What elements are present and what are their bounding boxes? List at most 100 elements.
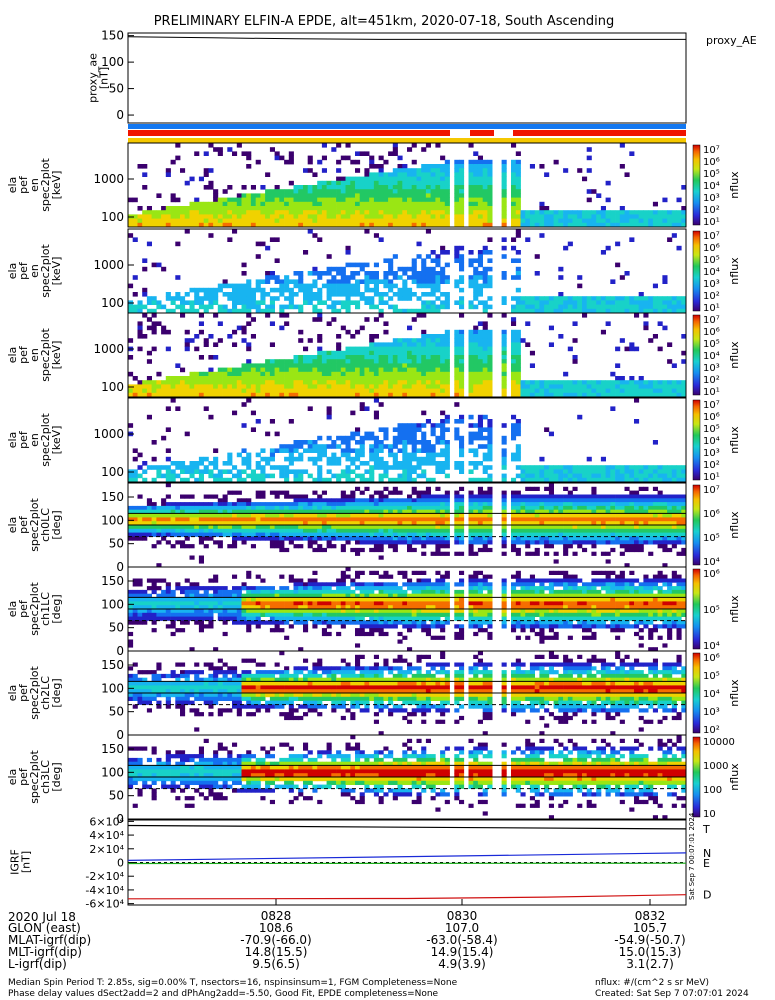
spectrogram-cell xyxy=(444,296,450,301)
spectrogram-cell xyxy=(511,384,517,389)
spectrogram-cell xyxy=(317,214,323,219)
spectrogram-cell xyxy=(217,222,223,228)
spectrogram-cell xyxy=(355,346,361,352)
spectrogram-cell xyxy=(411,189,417,194)
spectrogram-cell xyxy=(558,525,564,530)
spectrogram-cell xyxy=(544,521,550,526)
spectrogram-cell xyxy=(511,193,517,198)
spectrogram-cell xyxy=(596,308,602,314)
spectrogram-cell xyxy=(402,513,408,518)
spectrogram-cell xyxy=(421,258,427,263)
spectrogram-cell xyxy=(340,494,346,499)
spectrogram-cell xyxy=(416,473,422,479)
spectrogram-cell xyxy=(440,517,446,522)
spectrogram-cell xyxy=(293,502,299,507)
spectrogram-cell xyxy=(156,392,162,398)
spectrogram-cell xyxy=(288,359,294,364)
spectrogram-cell xyxy=(350,197,356,203)
spectrogram-cell xyxy=(388,222,394,228)
spectrogram-cell xyxy=(501,206,507,211)
spectrogram-cell xyxy=(312,279,318,284)
spectrogram-cell xyxy=(359,279,365,284)
spectrogram-cell xyxy=(515,367,521,373)
spectrogram-cell xyxy=(397,392,403,398)
spectrogram-cell xyxy=(369,275,375,280)
spectrogram-cell xyxy=(515,164,521,169)
spectrogram-cell xyxy=(359,350,365,356)
spectrogram-cell xyxy=(567,392,573,398)
spectrogram-cell xyxy=(624,392,630,398)
spectrogram-cell xyxy=(203,536,209,541)
spectrogram-cell xyxy=(501,164,507,169)
spectrogram-cell xyxy=(345,440,351,445)
spectrogram-cell xyxy=(151,325,157,331)
spectrogram-cell xyxy=(293,185,299,190)
spectrogram-cell xyxy=(260,185,266,190)
spectrogram-cell xyxy=(241,283,247,289)
spectrogram-cell xyxy=(482,427,488,432)
spectrogram-cell xyxy=(572,540,578,545)
spectrogram-cell xyxy=(425,461,431,466)
spectrogram-cell xyxy=(468,197,474,203)
spectrogram-cell xyxy=(279,189,285,194)
spectrogram-cell xyxy=(388,266,394,272)
spectrogram-cell xyxy=(553,502,559,507)
spectrogram-cell xyxy=(515,350,521,356)
spectrogram-cell xyxy=(213,189,219,194)
spectrogram-cell xyxy=(662,197,668,203)
spectrogram-cell xyxy=(591,509,597,514)
spectrogram-cell xyxy=(440,410,446,416)
spectrogram-cell xyxy=(444,536,450,541)
spectrogram-cell xyxy=(615,540,621,545)
spectrogram-cell xyxy=(624,296,630,301)
spectrogram-cell xyxy=(520,380,526,385)
spectrogram-cell xyxy=(482,376,488,381)
spectrogram-cell xyxy=(255,388,261,394)
spectrogram-cell xyxy=(615,376,621,381)
spectrogram-cell xyxy=(411,197,417,203)
spectrogram-cell xyxy=(180,528,186,533)
spectrogram-cell xyxy=(359,448,365,453)
spectrogram-cell xyxy=(525,469,531,474)
spectrogram-cell xyxy=(331,304,337,310)
spectrogram-cell xyxy=(236,308,242,314)
spectrogram-cell xyxy=(137,536,143,541)
spectrogram-cell xyxy=(383,176,389,182)
spectrogram-cell xyxy=(477,423,483,428)
spectrogram-cell xyxy=(501,525,507,530)
spectrogram-cell xyxy=(345,477,351,483)
spectrogram-cell xyxy=(421,517,427,522)
spectrogram-cell xyxy=(416,536,422,541)
spectrogram-cell xyxy=(501,313,507,318)
spectrogram-cell xyxy=(388,388,394,394)
spectrogram-cell xyxy=(317,452,323,458)
spectrogram-cell xyxy=(501,201,507,207)
spectrogram-cell xyxy=(440,427,446,432)
spectrogram-cell xyxy=(198,469,204,474)
spectrogram-cell xyxy=(397,355,403,360)
spectrogram-cell xyxy=(298,222,304,228)
spectrogram-cell xyxy=(194,517,200,522)
spectrogram-cell xyxy=(137,308,143,314)
spectrogram-cell xyxy=(477,271,483,276)
spectrogram-cell xyxy=(227,521,233,526)
spectrogram-cell xyxy=(321,448,327,453)
spectrogram-cell xyxy=(194,380,200,385)
colorbar xyxy=(692,230,701,312)
spectrogram-cell xyxy=(591,551,597,556)
spectrogram-cell xyxy=(482,180,488,186)
spectrogram-cell xyxy=(364,296,370,301)
spectrogram-cell xyxy=(511,423,517,428)
spectrogram-cell xyxy=(421,448,427,453)
spectrogram-cell xyxy=(232,287,238,293)
spectrogram-cell xyxy=(425,392,431,398)
spectrogram-cell xyxy=(444,292,450,297)
spectrogram-cell xyxy=(440,521,446,526)
spectrogram-cell xyxy=(454,419,460,424)
spectrogram-cell xyxy=(402,342,408,347)
spectrogram-cell xyxy=(284,193,290,198)
spectrogram-cell xyxy=(624,210,630,215)
spectrogram-cell xyxy=(383,435,389,441)
spectrogram-cell xyxy=(440,168,446,173)
spectrogram-cell xyxy=(440,201,446,207)
